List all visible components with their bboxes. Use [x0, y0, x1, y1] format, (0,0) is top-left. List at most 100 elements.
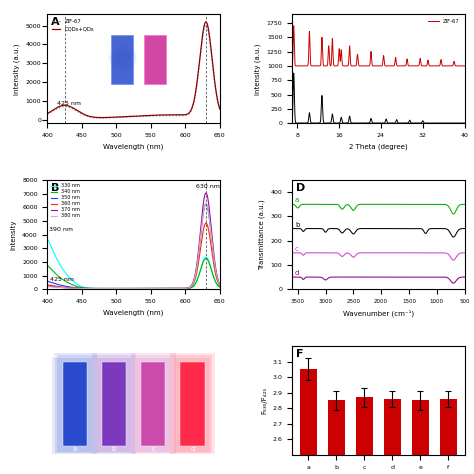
Legend: ZIF-67: ZIF-67: [426, 17, 462, 26]
360 nm: [147, 286, 153, 292]
380 nm: [75, 285, 81, 291]
CQDs+QDs: [99, 115, 105, 120]
Bar: [170, 353, 215, 454]
350 nm: [217, 282, 223, 288]
ZIF-67: [457, 63, 463, 69]
380 nm: [203, 201, 209, 207]
Bar: [52, 353, 97, 454]
ZIF-67: [457, 63, 463, 69]
330 nm: [45, 236, 50, 242]
370 nm: [123, 286, 128, 292]
Line: 360 nm: 360 nm: [47, 223, 220, 289]
Y-axis label: Intensity (a.u.): Intensity (a.u.): [13, 43, 20, 94]
Text: c: c: [295, 246, 299, 252]
330 nm: [89, 285, 94, 291]
Line: 380 nm: 380 nm: [47, 204, 220, 289]
370 nm: [147, 286, 153, 292]
ZIF-67: [160, 113, 165, 118]
Line: CQDs+QDs: CQDs+QDs: [47, 22, 220, 118]
350 nm: [146, 286, 152, 292]
360 nm: [160, 286, 165, 292]
ZIF-67: [425, 57, 431, 63]
Text: b: b: [295, 222, 299, 228]
Text: E: E: [51, 349, 58, 359]
Text: a: a: [295, 197, 299, 203]
Bar: [300, 369, 317, 474]
370 nm: [203, 190, 209, 196]
380 nm: [146, 286, 152, 292]
CQDs+QDs: [160, 112, 165, 118]
380 nm: [174, 286, 180, 292]
Y-axis label: Intensity: Intensity: [10, 219, 17, 250]
Text: 390 nm: 390 nm: [49, 227, 73, 231]
CQDs+QDs: [123, 114, 128, 119]
360 nm: [45, 282, 50, 288]
Line: 330 nm: 330 nm: [47, 239, 220, 289]
360 nm: [75, 285, 81, 291]
370 nm: [89, 286, 94, 292]
Line: ZIF-67: ZIF-67: [292, 26, 465, 66]
Y-axis label: F₆₃₀/F₄₂₅: F₆₃₀/F₄₂₅: [261, 387, 267, 414]
360 nm: [217, 283, 223, 289]
330 nm: [151, 286, 157, 292]
Text: d: d: [295, 270, 299, 276]
Line: 350 nm: 350 nm: [47, 204, 220, 289]
360 nm: [174, 286, 180, 292]
ZIF-67: [146, 113, 152, 119]
X-axis label: Wavelength (nm): Wavelength (nm): [103, 310, 164, 316]
Bar: [181, 362, 205, 447]
CQDs+QDs: [217, 106, 223, 111]
330 nm: [123, 286, 128, 292]
350 nm: [89, 286, 94, 292]
Bar: [141, 362, 165, 447]
330 nm: [75, 282, 81, 288]
370 nm: [160, 286, 165, 292]
340 nm: [75, 284, 81, 290]
ZIF-67: [291, 23, 297, 28]
350 nm: [160, 286, 165, 292]
Bar: [175, 358, 210, 452]
380 nm: [89, 286, 94, 292]
ZIF-67: [75, 109, 81, 115]
X-axis label: Wavenumber (cm⁻¹): Wavenumber (cm⁻¹): [343, 310, 414, 317]
Y-axis label: Intensity (a.u.): Intensity (a.u.): [255, 43, 261, 94]
ZIF-67: [45, 111, 50, 117]
370 nm: [217, 282, 223, 287]
Bar: [136, 358, 171, 452]
380 nm: [45, 284, 50, 290]
370 nm: [174, 286, 180, 292]
Line: ZIF-67: ZIF-67: [47, 26, 220, 118]
340 nm: [203, 255, 209, 261]
Bar: [133, 356, 173, 453]
340 nm: [123, 286, 128, 292]
Y-axis label: Transmittance (a.u.): Transmittance (a.u.): [259, 200, 265, 270]
370 nm: [75, 285, 81, 291]
Bar: [328, 401, 345, 474]
Bar: [97, 358, 131, 452]
ZIF-67: [289, 63, 295, 68]
Bar: [102, 362, 126, 447]
360 nm: [89, 286, 94, 292]
340 nm: [217, 284, 223, 290]
CQDs+QDs: [203, 19, 209, 25]
Legend: ZIF-67, CQDs+QDs: ZIF-67, CQDs+QDs: [50, 17, 96, 34]
ZIF-67: [203, 23, 209, 28]
Bar: [57, 358, 92, 452]
Bar: [91, 353, 137, 454]
ZIF-67: [99, 115, 105, 121]
380 nm: [217, 282, 223, 288]
Text: 630 nm: 630 nm: [196, 184, 219, 189]
350 nm: [203, 201, 209, 207]
Text: d: d: [191, 446, 195, 452]
380 nm: [123, 286, 128, 292]
ZIF-67: [374, 63, 379, 69]
CQDs+QDs: [75, 108, 81, 114]
CQDs+QDs: [45, 111, 50, 117]
Line: 340 nm: 340 nm: [47, 258, 220, 289]
Bar: [384, 399, 401, 474]
Text: A: A: [51, 18, 59, 27]
Bar: [356, 397, 373, 474]
380 nm: [160, 286, 165, 292]
370 nm: [146, 286, 152, 292]
360 nm: [123, 286, 128, 292]
